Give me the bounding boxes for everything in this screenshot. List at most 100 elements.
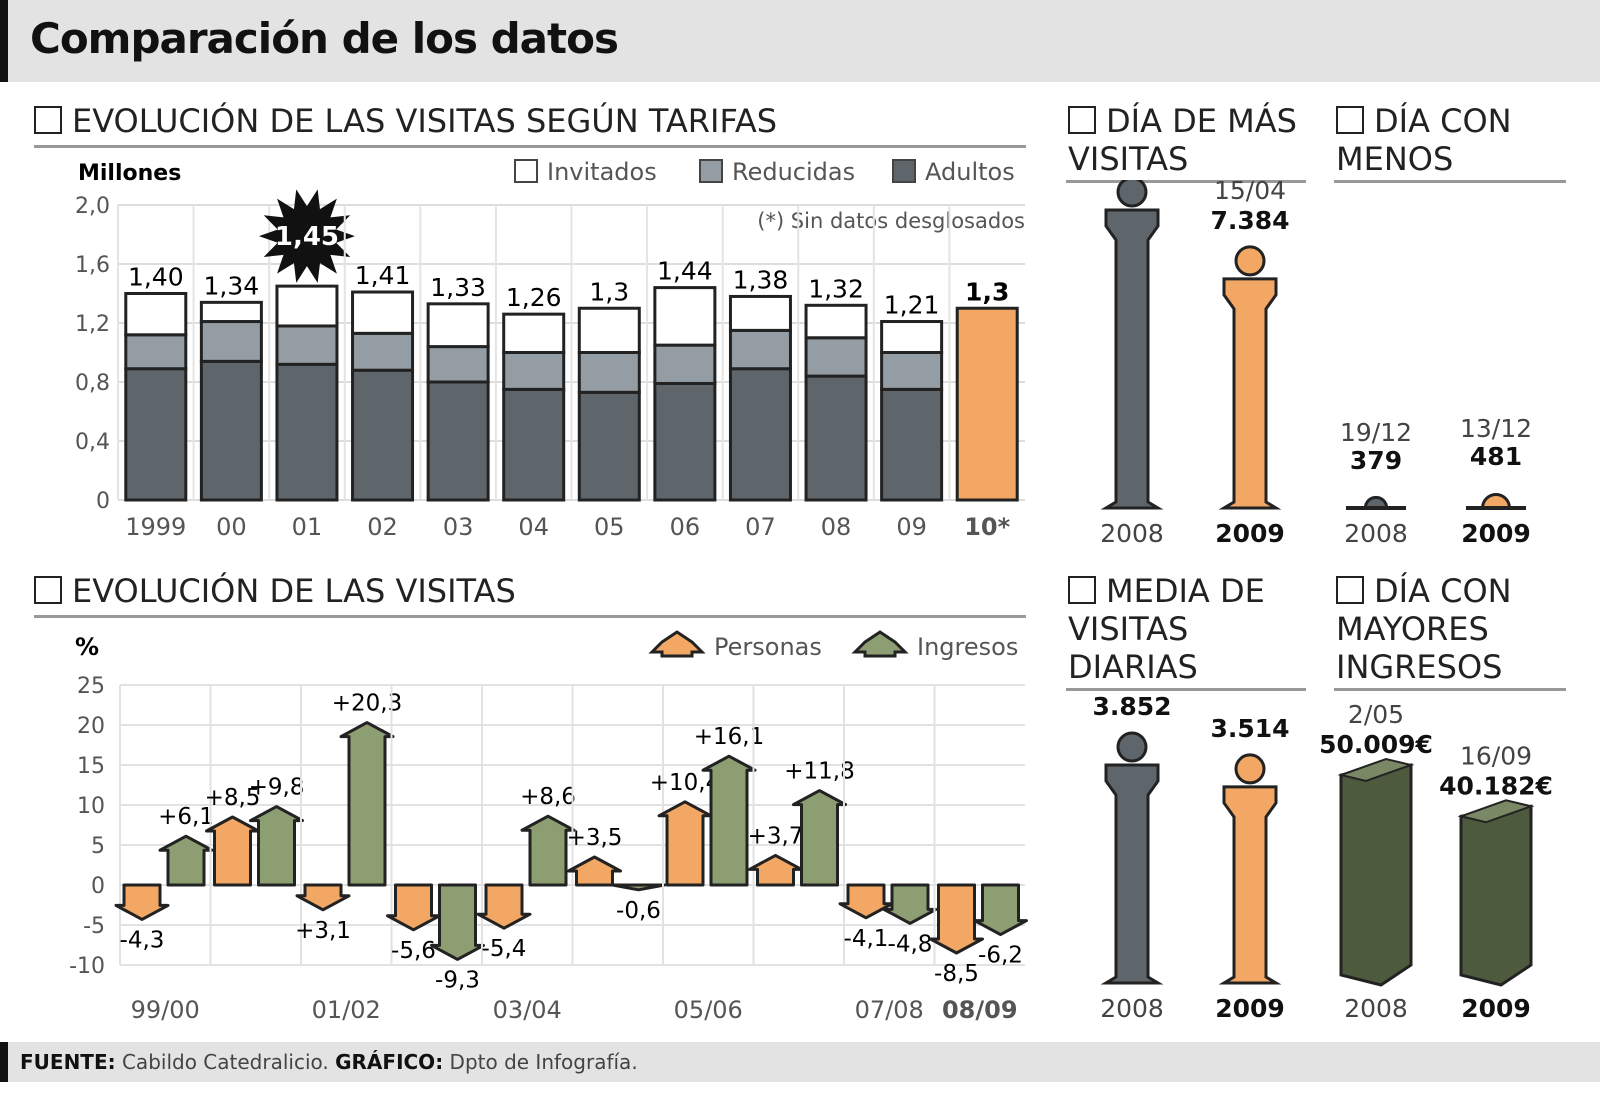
legend-swatch — [514, 159, 538, 183]
source-label: FUENTE: — [20, 1050, 116, 1074]
checkbox-square-icon — [1068, 576, 1096, 604]
value-label: -8,5 — [934, 961, 979, 987]
stacked-bar-chart: Millones 0 0,4 0,8 1,2 1,6 2,0 Invitados Reducid… — [75, 158, 1025, 541]
section-title: EVOLUCIÓN DE LAS VISITAS SEGÚN TARIFAS — [72, 102, 778, 140]
page-title: Comparación de los datos — [30, 14, 619, 63]
value-label: +11,8 — [784, 759, 854, 785]
arrow-bar-chart: % -10 -5 0 5 10 15 20 25 Personas Ingresos -4,3 +6,1… — [69, 630, 1028, 1024]
person-figure-icon — [1100, 763, 1164, 985]
head-icon — [1116, 731, 1148, 763]
divider — [1334, 180, 1566, 183]
arrow-bar-ingresos — [430, 883, 485, 961]
arrow-bar-personas — [929, 883, 984, 955]
x-tick-label: 00 — [216, 513, 247, 541]
legend-swatch — [892, 159, 916, 183]
arrow-bar-personas — [205, 815, 260, 887]
arrow-bar-ingresos — [973, 883, 1028, 937]
bar-segment-reducidas — [804, 336, 868, 378]
bar-segment-adultos — [653, 381, 717, 502]
total-label: 1,3 — [589, 277, 629, 306]
coin-slot-icon — [1457, 799, 1535, 824]
section-title: DÍA CON MAYORES INGRESOS — [1336, 572, 1512, 686]
bar-segment-reducidas — [880, 351, 944, 391]
starburst-icon — [258, 189, 355, 283]
divider — [1334, 688, 1566, 691]
bar-segment-reducidas — [351, 331, 415, 372]
value-label: +8,5 — [205, 785, 261, 811]
bar-segment-adultos — [426, 380, 490, 502]
arrow-bar-ingresos — [520, 814, 576, 887]
divider — [1066, 180, 1306, 183]
date-label: 19/12 — [1340, 418, 1412, 447]
x-tick-label: 10* — [964, 513, 1010, 541]
legend-label: Ingresos — [917, 633, 1018, 661]
note: (*) Sin datos desglosados — [757, 209, 1025, 233]
arrow-bar-personas — [476, 883, 532, 930]
bar-segment-adultos — [880, 387, 944, 502]
section-title: EVOLUCIÓN DE LAS VISITAS — [72, 572, 516, 610]
date-label: 16/09 — [1460, 741, 1532, 770]
value-label: -9,3 — [435, 967, 480, 993]
bar-segment-invitados — [199, 300, 263, 324]
total-label: 1,32 — [808, 274, 864, 303]
checkbox-square-icon — [34, 576, 62, 604]
value-label: 3.514 — [1210, 714, 1289, 743]
value-label: +8,6 — [520, 784, 576, 810]
arrow-bar-ingresos — [792, 789, 847, 887]
total-label: 1,34 — [204, 271, 260, 300]
source: Cabildo Catedralicio. — [121, 1050, 329, 1074]
coin-slot-icon — [1337, 757, 1415, 783]
value-label: -4,8 — [888, 931, 933, 957]
bar-segment-reducidas — [728, 328, 792, 371]
value-label: 3.852 — [1092, 692, 1171, 721]
bar-segment-reducidas — [199, 320, 263, 363]
total-label: 1,38 — [733, 265, 789, 294]
arrow-bar-ingresos — [611, 883, 666, 892]
checkbox-square-icon — [1068, 106, 1096, 134]
bar-segment-invitados — [880, 320, 944, 354]
y-tick-label: 1,6 — [75, 253, 110, 278]
legend-swatch — [699, 159, 723, 183]
year-label: 2008 — [1100, 519, 1164, 548]
x-tick-label: 05 — [594, 513, 625, 541]
value-label: +3,1 — [295, 918, 351, 944]
section-title: MEDIA DE VISITAS DIARIAS — [1068, 572, 1265, 686]
year-label: 2009 — [1215, 519, 1285, 548]
x-tick-label: 01/02 — [312, 996, 381, 1024]
value-label: -4,1 — [844, 926, 889, 952]
total-label: 1,41 — [355, 261, 411, 290]
total-label: 1,45 — [275, 222, 339, 252]
x-tick-label: 99/00 — [131, 996, 200, 1024]
x-tick-label: 07/08 — [855, 996, 924, 1024]
date-label: 15/04 — [1214, 180, 1286, 205]
bar-segment-adultos — [351, 368, 415, 502]
bar-segment-reducidas — [275, 324, 339, 366]
date-label: 13/12 — [1460, 414, 1532, 443]
year-label: 2008 — [1344, 519, 1408, 548]
x-tick-label: 1999 — [125, 513, 186, 541]
bar-segment-reducidas — [502, 351, 566, 391]
y-axis-label: % — [75, 633, 99, 661]
bar-segment-invitados — [653, 286, 717, 347]
arrow-bar-personas — [386, 883, 441, 932]
bar-segment-adultos — [124, 367, 188, 502]
bar-segment-adultos — [728, 367, 792, 502]
year-label: 2008 — [1100, 994, 1164, 1023]
x-tick-label: 02 — [367, 513, 398, 541]
value-label: 481 — [1470, 442, 1522, 471]
checkbox-square-icon — [1336, 106, 1364, 134]
head-icon — [1234, 753, 1266, 785]
x-tick-label: 03/04 — [493, 996, 562, 1024]
x-tick-label: 05/06 — [674, 996, 743, 1024]
arrow-bar-ingresos — [158, 834, 214, 887]
bar-segment-invitados — [577, 306, 641, 354]
legend-label: Invitados — [547, 158, 657, 186]
total-label: 1,44 — [657, 257, 713, 286]
pictogram-panels: 2/059.332200815/047.384200919/1237920081… — [1092, 180, 1553, 1023]
y-tick-label: 0,8 — [75, 371, 110, 396]
total-label: 1,26 — [506, 283, 562, 312]
divider — [1066, 688, 1306, 691]
x-tick-label: 07 — [745, 513, 776, 541]
bar-segment-adultos — [804, 374, 868, 502]
bar-segment-reducidas — [124, 333, 188, 371]
